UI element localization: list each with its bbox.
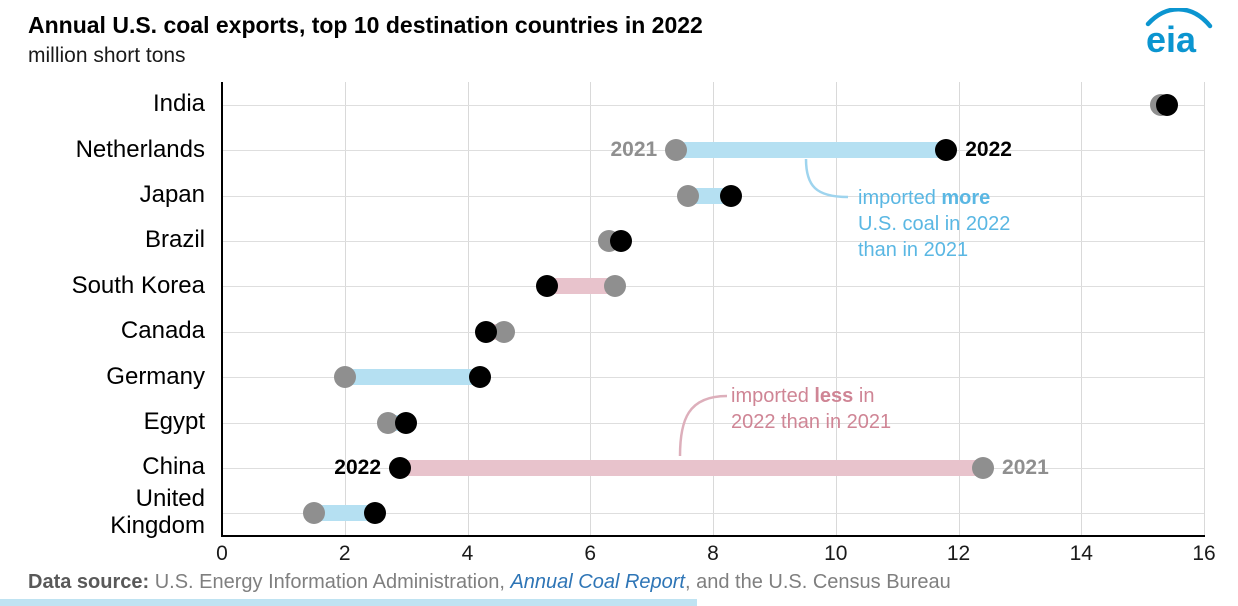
annotation-text-line: U.S. coal in 2022 [858,213,1011,235]
category-label-egypt: Egypt [143,408,205,436]
annotation-text-line: imported more [858,185,1010,211]
x-tick-label-4: 4 [461,542,474,565]
x-tick-label-2: 2 [338,542,351,565]
dot-2022-south-korea [536,275,559,298]
series-label-2021-china: 2021 [1002,455,1049,479]
dot-2022-united-kingdom [364,502,387,525]
gridline-horizontal-south-korea [222,286,1204,288]
gridline-vertical-2 [344,82,346,536]
gridline-horizontal-india [222,104,1204,106]
dot-2022-canada [474,320,497,343]
category-label-united-kingdom: United Kingdom [110,485,205,540]
x-axis-tick-labels: 0 2 4 6 8 10 12 14 16 [216,542,1216,568]
dot-2022-netherlands [935,139,958,162]
dot-2021-canada [493,320,516,343]
chart-subtitle: million short tons [28,44,186,67]
data-source-label: Data source: [28,571,155,593]
annotation-text-bold: less [814,385,854,407]
eia-logo-text: eia [1146,19,1197,58]
category-label-japan: Japan [139,181,205,209]
series-label-2022-netherlands: 2022 [965,138,1012,162]
dot-2021-netherlands [665,139,688,162]
series-label-2022-china: 2022 [334,455,381,479]
gridline-horizontal-germany [222,377,1204,379]
dot-2021-germany [333,366,356,389]
category-label-netherlands: Netherlands [75,135,205,163]
x-tick-label-12: 12 [946,542,971,565]
gridline-vertical-4 [467,82,469,536]
y-axis-line [221,82,223,536]
gridline-vertical-10 [835,82,837,536]
category-label-canada: Canada [120,317,205,345]
x-tick-label-6: 6 [584,542,597,565]
annual-coal-report-link[interactable]: Annual Coal Report [510,571,685,593]
annotation-text-line: imported less in [731,383,891,409]
annotation-text: imported [858,187,942,209]
gridline-vertical-8 [713,82,714,536]
dot-2021-united-kingdom [303,502,326,525]
category-label-south-korea: South Korea [71,271,205,299]
dot-2021-japan [677,184,700,207]
gridline-vertical-6 [590,82,592,536]
series-label-2021-netherlands: 2021 [610,138,658,162]
data-source-text-2: , and the U.S. Census Bureau [685,571,951,593]
category-label-india: India [152,90,205,118]
eia-logo-swoosh [1145,7,1213,29]
dot-2022-india [1156,93,1179,116]
category-label-brazil: Brazil [144,226,205,254]
x-tick-label-10: 10 [824,542,848,565]
annotation-text: in [853,385,875,407]
change-bar-south-korea [547,278,615,295]
plot-area: 2021 2022 2022 2021 [221,82,1205,537]
gridline-vertical-12 [958,82,960,536]
change-bar-germany [344,369,480,386]
gridline-horizontal-egypt [222,422,1204,424]
eia-logo-graphic: eia [1145,7,1213,60]
change-bar-united-kingdom [314,505,376,522]
gridline-horizontal-brazil [222,240,1204,242]
annotation-imported-less: imported less in 2022 than in 2021 [731,383,891,435]
dot-2022-brazil [609,229,632,252]
chart-title: Annual U.S. coal exports, top 10 destina… [28,12,703,38]
x-axis-line [221,535,1205,537]
footer-accent-bar [0,599,697,606]
y-axis-labels: India Netherlands Japan Brazil South Korea Ca… [40,82,205,540]
x-tick-label-8: 8 [707,542,719,565]
dot-2022-egypt [395,411,418,434]
gridline-vertical-16 [1204,82,1205,536]
x-tick-label-0: 0 [216,542,228,565]
gridline-vertical-14 [1081,82,1083,536]
category-label-germany: Germany [106,362,205,390]
dot-2021-south-korea [603,275,626,298]
eia-logo: eia [1140,7,1216,63]
annotation-text-line: 2022 than in 2021 [731,411,892,433]
gridline-horizontal-canada [222,331,1204,333]
annotation-text: imported [731,385,815,407]
data-source: Data source: U.S. Energy Information Adm… [28,571,951,594]
dot-2022-china [388,456,411,479]
gridline-horizontal-united-kingdom [222,513,1204,515]
x-tick-label-16: 16 [1192,542,1216,565]
dot-2021-egypt [376,411,399,434]
annotation-imported-more: imported more U.S. coal in 2022 than in … [858,185,1010,263]
change-bar-netherlands [676,142,947,159]
change-bar-china [399,459,984,476]
annotation-text-line: than in 2021 [858,239,969,261]
dot-2022-germany [468,366,491,389]
dot-2022-japan [720,184,743,207]
x-tick-label-14: 14 [1069,542,1093,565]
annotation-text-bold: more [941,187,991,209]
dot-2021-china [972,456,995,479]
category-label-china: China [142,453,205,481]
data-source-text-1: U.S. Energy Information Administration, [154,571,511,593]
